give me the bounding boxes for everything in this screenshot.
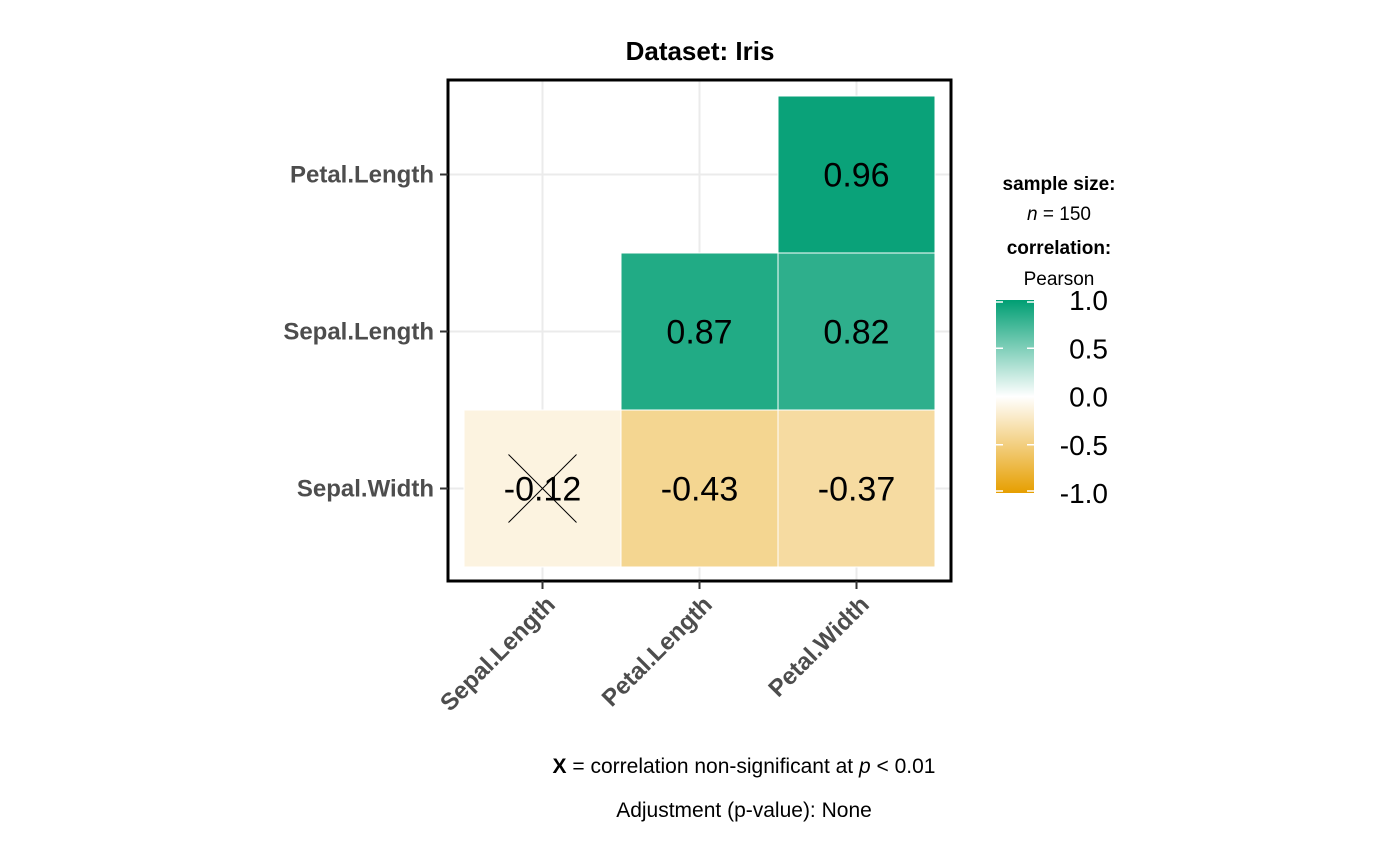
- caption-significance: X = correlation non-significant at p < 0…: [553, 755, 936, 778]
- legend-n-value: = 150: [1038, 204, 1091, 225]
- heatmap-cell: [777, 95, 936, 254]
- cell-value-label: 0.96: [823, 157, 889, 195]
- legend-correlation-title: correlation:: [1007, 238, 1112, 259]
- legend-tick-label: 0.0: [1069, 382, 1108, 413]
- y-tick-label: Sepal.Width: [297, 476, 434, 503]
- heatmap-cell: [777, 409, 936, 568]
- cell-value-label: 0.82: [823, 314, 889, 352]
- caption-adjustment: Adjustment (p-value): None: [616, 799, 872, 822]
- chart-title: Dataset: Iris: [626, 36, 775, 66]
- legend-ticks: 1.0 0.5 0.0 -0.5 -1.0: [996, 285, 1108, 509]
- x-tick-label: Petal.Length: [597, 591, 718, 712]
- heatmap-cells: -0.12 -0.43 -0.37 0.87 0.82 0.96: [463, 95, 936, 568]
- x-tick-label: Sepal.Length: [435, 591, 561, 717]
- legend-tick-label: -1.0: [1060, 478, 1108, 509]
- legend-sample-size-value: n = 150: [1027, 204, 1091, 225]
- caption-threshold: < 0.01: [871, 755, 936, 778]
- cell-value-label: -0.37: [818, 471, 896, 509]
- y-tick-label: Petal.Length: [290, 162, 434, 189]
- caption-p-symbol: p: [858, 755, 871, 778]
- y-tick-label: Sepal.Length: [283, 319, 434, 346]
- legend-tick-label: 1.0: [1069, 285, 1108, 316]
- caption-text: = correlation non-significant at: [567, 755, 859, 778]
- plot-panel: -0.12 -0.43 -0.37 0.87 0.82 0.96: [446, 78, 953, 583]
- heatmap-cell: [777, 252, 936, 411]
- non-significant-cross: [508, 454, 577, 523]
- legend-correlation-method: Pearson: [1024, 269, 1095, 290]
- legend-n-symbol: n: [1027, 204, 1038, 225]
- legend-tick-label: -0.5: [1060, 430, 1108, 461]
- caption-x-marker: X: [553, 755, 567, 778]
- cell-value-label: -0.12: [504, 471, 582, 509]
- heatmap-cell: [620, 252, 779, 411]
- cell-value-label: -0.43: [661, 471, 739, 509]
- cell-value-label: 0.87: [666, 314, 732, 352]
- x-axis: Sepal.Length Petal.Length Petal.Width: [435, 581, 875, 717]
- x-tick-label: Petal.Width: [763, 591, 874, 702]
- legend-sample-size-title: sample size:: [1003, 174, 1116, 195]
- legend-tick-label: 0.5: [1069, 333, 1108, 364]
- y-axis: Sepal.Width Sepal.Length Petal.Length: [283, 162, 448, 503]
- legend: sample size: n = 150 correlation: Pearso…: [996, 174, 1116, 509]
